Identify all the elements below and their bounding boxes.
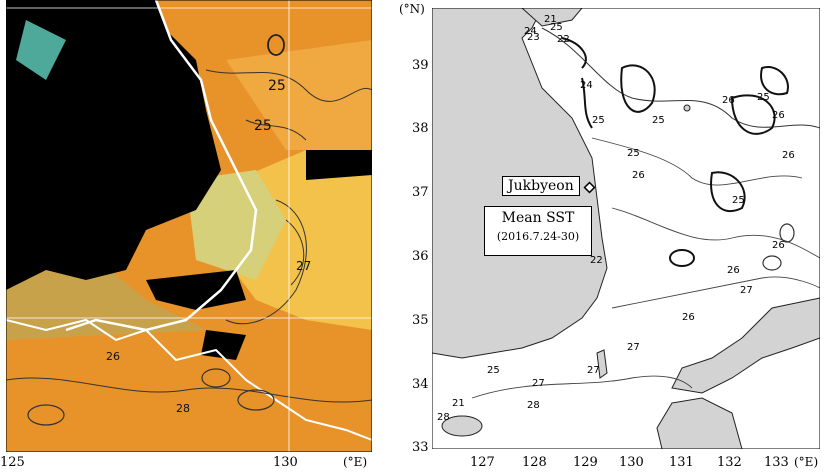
contour-label: 25	[732, 195, 745, 206]
coastline-south	[6, 318, 372, 441]
station-label-jukbyeon: Jukbyeon	[502, 176, 580, 196]
contour-label: 27	[296, 259, 311, 273]
y-tick-33: 33	[412, 440, 429, 455]
japan-kyushu	[656, 397, 743, 449]
contour-label: 25	[487, 365, 500, 376]
contour-eddy	[267, 34, 285, 56]
contour-25	[620, 64, 656, 113]
coastline	[65, 0, 258, 332]
y-tick-39: 39	[412, 58, 429, 73]
contour-label: 23	[527, 32, 540, 43]
contour-label: 21	[544, 14, 557, 25]
sst-cold-spot	[16, 20, 66, 80]
contour-label: 26	[782, 150, 795, 161]
tsushima-island	[596, 349, 608, 379]
x-tick-130: 130	[273, 455, 298, 470]
contour-line	[205, 69, 372, 102]
japan-honshu	[671, 297, 820, 394]
cloud-mass	[6, 0, 221, 290]
contour-eddy	[27, 404, 65, 426]
contour-label: 25	[757, 92, 770, 103]
satellite-sst-map: 25 25 26 27 28	[6, 0, 372, 452]
contour-25	[581, 77, 593, 129]
map-title: Mean SST	[501, 210, 575, 226]
contour-label: 24	[580, 80, 593, 91]
contour-eddy	[779, 223, 795, 243]
x-axis-unit: (°E)	[343, 455, 368, 469]
station-marker-icon	[583, 181, 596, 194]
contour-25	[710, 171, 746, 213]
sst-north-zone	[226, 40, 372, 150]
contour-label: 25	[550, 22, 563, 33]
x-tick-130: 130	[619, 455, 644, 470]
contour-25	[730, 94, 776, 135]
y-tick-35: 35	[412, 313, 429, 328]
contour-25	[561, 37, 587, 69]
y-axis-unit: (°N)	[399, 2, 425, 16]
map-title-box: Mean SST (2016.7.24-30)	[484, 206, 592, 256]
x-tick-129: 129	[573, 455, 598, 470]
land-north	[521, 8, 583, 27]
contour-label: 25	[268, 78, 286, 94]
contour-label: 28	[527, 400, 540, 411]
mean-sst-contour-map: 25 24 23 22 21 24 25 26 25 25 26 25 25 2…	[432, 8, 820, 449]
x-tick-132: 132	[717, 455, 742, 470]
contour-eddy	[201, 368, 231, 388]
y-tick-37: 37	[412, 185, 429, 200]
cloud-band	[306, 150, 372, 180]
contour-eddy	[237, 389, 275, 411]
y-tick-34: 34	[412, 377, 429, 392]
map-title-period: (2016.7.24-30)	[496, 230, 580, 243]
contour-line	[6, 377, 372, 403]
y-tick-36: 36	[412, 249, 429, 264]
contour-label: 27	[587, 365, 600, 376]
contour-label: 24	[524, 26, 537, 37]
contour-label: 26	[772, 240, 785, 251]
cloud-patch	[201, 330, 246, 360]
contour-line	[225, 199, 307, 325]
contour-label: 28	[437, 412, 450, 423]
jeju-island	[441, 415, 483, 437]
contour-label: 22	[590, 255, 603, 266]
contour-label: 27	[532, 378, 545, 389]
contour-label: 26	[106, 350, 120, 363]
contour-label: 26	[727, 265, 740, 276]
contour-label: 22	[557, 34, 570, 45]
contour-line	[245, 119, 307, 141]
contour-line	[471, 375, 693, 399]
contour-label: 25	[627, 148, 640, 159]
contour-label: 28	[176, 402, 190, 415]
sst-cool-zone	[186, 170, 286, 280]
contour-label: 26	[632, 170, 645, 181]
contour-label: 25	[254, 118, 272, 134]
contour-25	[669, 249, 695, 267]
contour-label: 25	[652, 115, 665, 126]
contour-line	[591, 137, 803, 186]
x-tick-125: 125	[0, 455, 25, 470]
contour-line	[541, 27, 820, 129]
ulleung-island	[683, 104, 691, 112]
x-tick-128: 128	[522, 455, 547, 470]
x-tick-133: 133	[764, 455, 789, 470]
contour-eddy	[762, 255, 782, 271]
contour-25	[760, 66, 789, 96]
contour-label: 21	[452, 398, 465, 409]
contour-label: 27	[740, 285, 753, 296]
x-axis-unit-right: (°E)	[794, 455, 819, 469]
contour-label: 27	[627, 342, 640, 353]
contour-line	[611, 207, 820, 259]
contour-label: 26	[772, 110, 785, 121]
cloud-patch	[146, 270, 246, 310]
y-tick-38: 38	[412, 121, 429, 136]
contour-label: 25	[592, 115, 605, 126]
x-tick-127: 127	[470, 455, 495, 470]
x-tick-131: 131	[669, 455, 694, 470]
contour-line	[285, 219, 305, 286]
contour-label: 26	[682, 312, 695, 323]
contour-label: 26	[722, 95, 735, 106]
contour-line	[611, 276, 820, 309]
